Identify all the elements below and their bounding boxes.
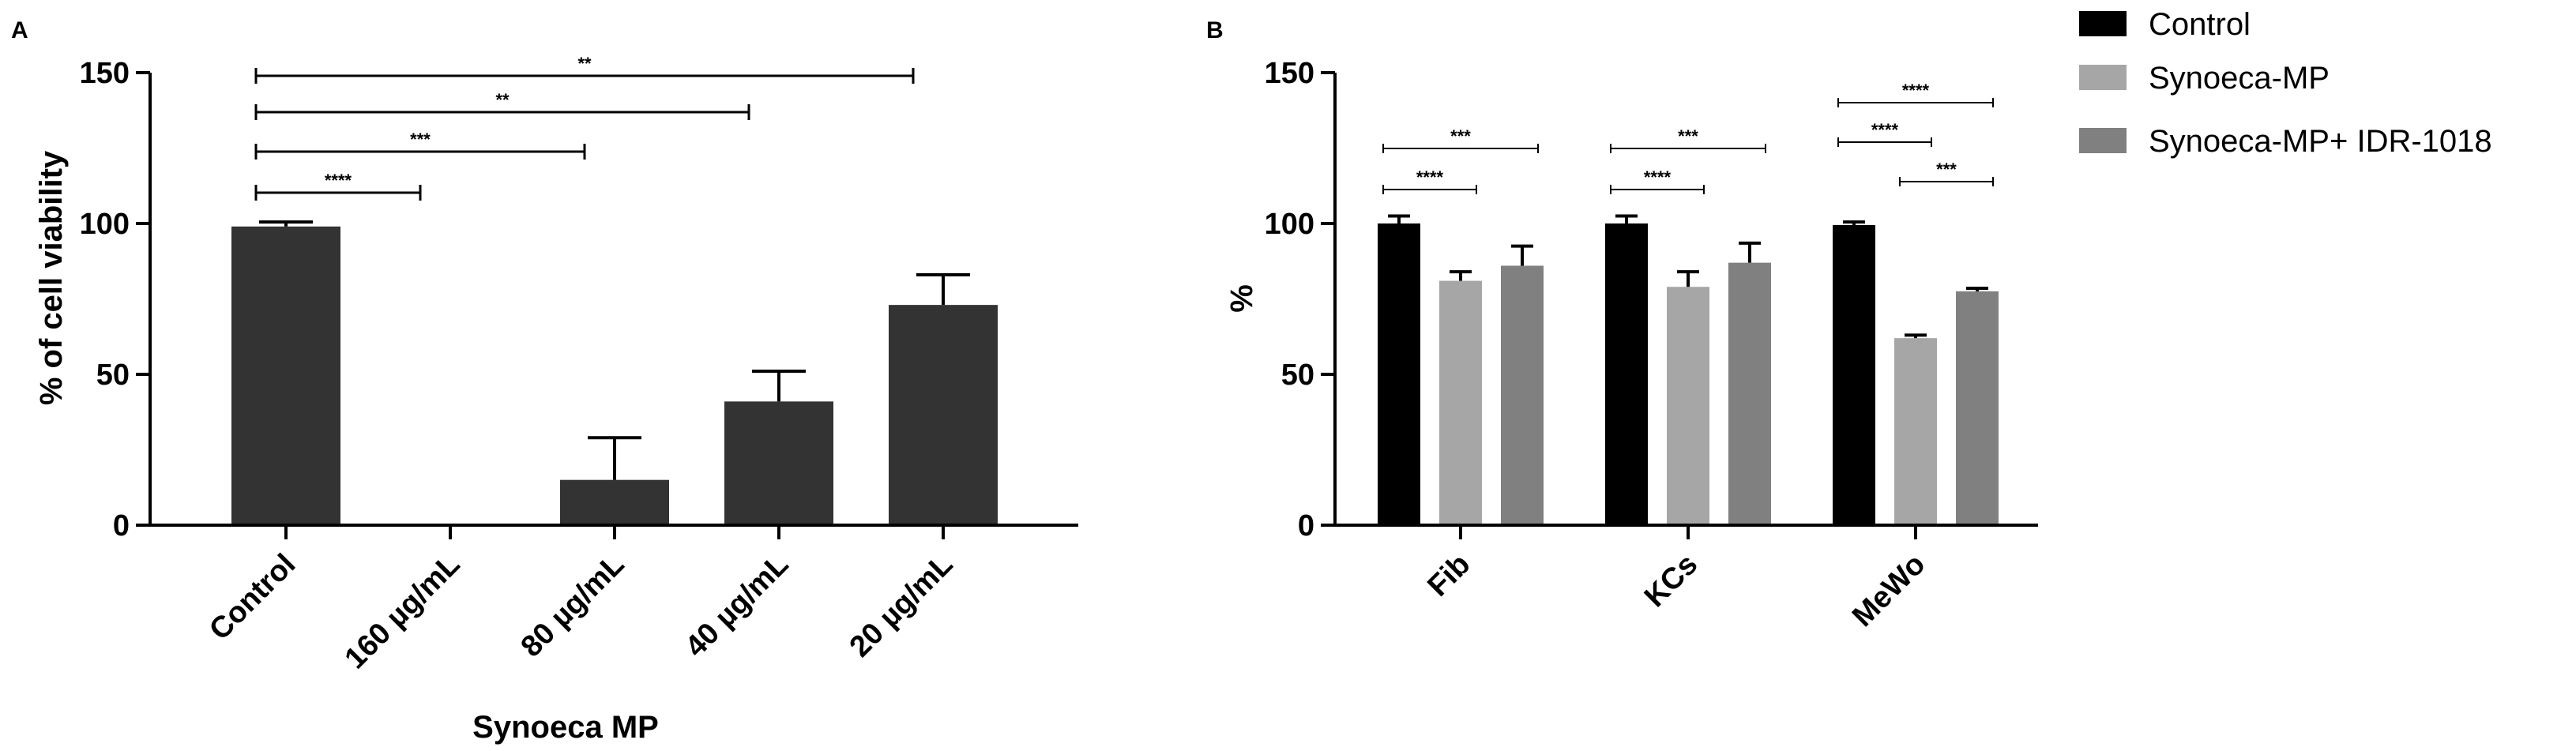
panel-a-letter: A [11, 17, 28, 43]
panel-a-x-axis-label: Synoeca MP [472, 710, 659, 745]
bar-synoeca-mp-3 [1894, 338, 1937, 525]
x-category-label: KCs [1638, 548, 1704, 614]
x-category-label: MeWo [1846, 548, 1931, 633]
bar-synoeca-mp-1 [1439, 280, 1482, 525]
y-tick-label: 100 [1265, 208, 1314, 241]
panel-a-category-labels: Control 160 µg/mL 80 µg/mL 40 µg/mL 20 µg/mL [203, 548, 959, 676]
bar-4 [724, 401, 833, 525]
panel-a-significance: *********** [254, 54, 915, 201]
x-category-label: Fib [1421, 548, 1476, 603]
legend-label: Synoeca-MP [2149, 61, 2330, 96]
legend-swatch [2079, 65, 2127, 90]
significance-label: ** [495, 90, 510, 110]
y-tick-label: 0 [113, 509, 130, 543]
significance-label: **** [1871, 120, 1899, 140]
bar-1 [231, 226, 340, 525]
legend-swatch [2079, 11, 2127, 36]
bar-control-3 [1833, 224, 1875, 525]
x-category-label: Control [203, 548, 302, 647]
significance-label: *** [1678, 126, 1698, 146]
bar-control-2 [1605, 223, 1648, 525]
panel-a-axes [149, 73, 1078, 539]
x-category-label: 160 µg/mL [339, 548, 467, 676]
x-category-label: 40 µg/mL [679, 548, 795, 664]
significance-label: *** [410, 130, 431, 149]
y-tick-label: 150 [1265, 57, 1314, 90]
panel-b-letter: B [1206, 17, 1224, 43]
bar-5 [889, 305, 998, 525]
panel-b-y-axis-label: % [1224, 284, 1259, 313]
significance-label: **** [1644, 167, 1672, 187]
bar-synoeca-mp-idr-1018-1 [1501, 265, 1544, 525]
significance-label: ** [577, 54, 592, 73]
y-tick-label: 0 [1298, 509, 1314, 543]
panel-a-y-axis-label: % of cell viability [34, 150, 69, 405]
panel-b-legend: Control Synoeca-MP Synoeca-MP+ IDR-1018 [2079, 7, 2492, 159]
bar-synoeca-mp-2 [1667, 287, 1709, 525]
panel-b-y-ticks: 0 50 100 150 [1265, 57, 1335, 543]
significance-label: **** [325, 171, 352, 190]
panel-a-y-ticks: 0 50 100 150 [80, 57, 150, 543]
legend-swatch [2079, 128, 2127, 153]
y-tick-label: 50 [1281, 359, 1314, 392]
legend-label: Control [2149, 7, 2251, 42]
panel-b-bars [1378, 214, 1999, 525]
significance-label: *** [1450, 126, 1471, 146]
y-tick-label: 50 [96, 359, 130, 392]
y-tick-label: 100 [80, 208, 130, 241]
y-tick-label: 150 [80, 57, 130, 90]
significance-label: *** [1936, 160, 1957, 179]
bar-3 [560, 479, 669, 525]
significance-label: **** [1416, 167, 1444, 187]
panel-b-significance: ************************* [1382, 81, 1994, 194]
panel-b-category-labels: Fib KCs MeWo [1421, 548, 1931, 633]
x-category-label: 80 µg/mL [515, 548, 631, 664]
panel-b-axes [1333, 73, 2038, 539]
bar-synoeca-mp-idr-1018-2 [1728, 262, 1771, 525]
bar-synoeca-mp-idr-1018-3 [1956, 291, 1999, 525]
significance-label: **** [1902, 81, 1930, 100]
panel-a-bars [231, 220, 998, 525]
x-category-label: 20 µg/mL [844, 548, 960, 664]
bar-control-1 [1378, 223, 1420, 525]
legend-label: Synoeca-MP+ IDR-1018 [2149, 124, 2492, 159]
